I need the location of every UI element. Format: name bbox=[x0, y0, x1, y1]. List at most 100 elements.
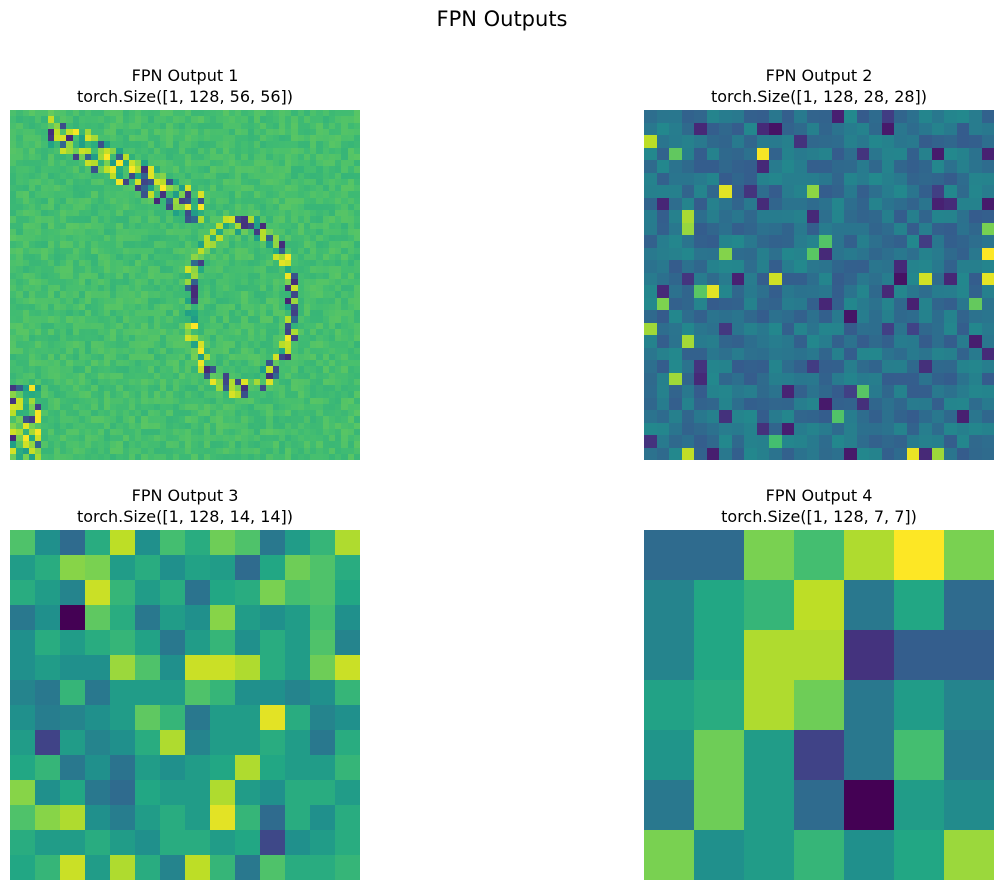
heatmap-cell bbox=[316, 116, 323, 123]
heatmap-cell bbox=[10, 222, 17, 229]
heatmap-cell bbox=[341, 453, 348, 460]
heatmap-cell bbox=[831, 210, 844, 223]
heatmap-cell bbox=[316, 428, 323, 435]
heatmap-cell bbox=[216, 435, 223, 442]
heatmap-cell bbox=[166, 241, 173, 248]
heatmap-cell bbox=[197, 160, 204, 167]
heatmap-cell bbox=[141, 241, 148, 248]
heatmap-cell bbox=[285, 153, 292, 160]
heatmap-cell bbox=[756, 447, 769, 460]
heatmap-cell bbox=[141, 391, 148, 398]
heatmap-cell bbox=[919, 247, 932, 260]
heatmap-cell bbox=[969, 247, 982, 260]
heatmap-cell bbox=[260, 805, 285, 830]
heatmap-cell bbox=[185, 397, 192, 404]
heatmap-cell bbox=[341, 372, 348, 379]
heatmap-cell bbox=[22, 185, 29, 192]
heatmap-cell bbox=[291, 341, 298, 348]
heatmap-cell bbox=[266, 247, 273, 254]
heatmap-cell bbox=[41, 378, 48, 385]
heatmap-cell bbox=[794, 172, 807, 185]
heatmap-cell bbox=[103, 447, 110, 454]
heatmap-cell bbox=[681, 222, 694, 235]
heatmap-cell bbox=[47, 260, 54, 267]
heatmap-cell bbox=[347, 210, 354, 217]
heatmap-cell bbox=[153, 341, 160, 348]
heatmap-cell bbox=[22, 210, 29, 217]
heatmap-cell bbox=[122, 441, 129, 448]
heatmap-cell bbox=[253, 116, 260, 123]
heatmap-cell bbox=[185, 830, 210, 855]
heatmap-cell bbox=[110, 397, 117, 404]
heatmap-cell bbox=[241, 385, 248, 392]
heatmap-cell bbox=[844, 122, 857, 135]
heatmap-fpn-output-2 bbox=[644, 110, 994, 460]
heatmap-cell bbox=[72, 291, 79, 298]
heatmap-cell bbox=[28, 297, 35, 304]
heatmap-cell bbox=[844, 347, 857, 360]
heatmap-cell bbox=[316, 166, 323, 173]
heatmap-cell bbox=[191, 441, 198, 448]
heatmap-cell bbox=[210, 153, 217, 160]
heatmap-cell bbox=[831, 172, 844, 185]
heatmap-cell bbox=[66, 147, 73, 154]
heatmap-cell bbox=[303, 385, 310, 392]
heatmap-cell bbox=[806, 160, 819, 173]
heatmap-cell bbox=[228, 335, 235, 342]
heatmap-cell bbox=[819, 335, 832, 348]
heatmap-cell bbox=[166, 203, 173, 210]
heatmap-cell bbox=[10, 730, 35, 755]
heatmap-cell bbox=[819, 185, 832, 198]
heatmap-cell bbox=[656, 197, 669, 210]
heatmap-cell bbox=[16, 291, 23, 298]
heatmap-cell bbox=[147, 141, 154, 148]
heatmap-cell bbox=[122, 378, 129, 385]
heatmap-cell bbox=[328, 453, 335, 460]
heatmap-cell bbox=[172, 135, 179, 142]
heatmap-cell bbox=[128, 347, 135, 354]
heatmap-cell bbox=[110, 235, 117, 242]
heatmap-cell bbox=[731, 297, 744, 310]
heatmap-cell bbox=[41, 247, 48, 254]
heatmap-cell bbox=[322, 166, 329, 173]
heatmap-cell bbox=[122, 272, 129, 279]
heatmap-cell bbox=[122, 278, 129, 285]
heatmap-cell bbox=[769, 272, 782, 285]
heatmap-cell bbox=[260, 428, 267, 435]
heatmap-cell bbox=[210, 178, 217, 185]
heatmap-cell bbox=[203, 328, 210, 335]
heatmap-cell bbox=[153, 378, 160, 385]
heatmap-cell bbox=[85, 353, 92, 360]
heatmap-cell bbox=[47, 416, 54, 423]
heatmap-cell bbox=[291, 303, 298, 310]
heatmap-cell bbox=[110, 272, 117, 279]
heatmap-cell bbox=[235, 297, 242, 304]
heatmap-cell bbox=[85, 216, 92, 223]
heatmap-cell bbox=[278, 291, 285, 298]
heatmap-cell bbox=[97, 141, 104, 148]
heatmap-cell bbox=[16, 441, 23, 448]
heatmap-cell bbox=[297, 235, 304, 242]
heatmap-cell bbox=[981, 385, 994, 398]
heatmap-cell bbox=[719, 322, 732, 335]
heatmap-cell bbox=[222, 297, 229, 304]
heatmap-cell bbox=[91, 178, 98, 185]
heatmap-cell bbox=[41, 253, 48, 260]
heatmap-cell bbox=[931, 360, 944, 373]
heatmap-cell bbox=[794, 122, 807, 135]
heatmap-cell bbox=[135, 266, 142, 273]
heatmap-cell bbox=[210, 260, 217, 267]
heatmap-cell bbox=[241, 291, 248, 298]
heatmap-cell bbox=[310, 385, 317, 392]
heatmap-cell bbox=[147, 266, 154, 273]
heatmap-cell bbox=[97, 241, 104, 248]
heatmap-cell bbox=[160, 266, 167, 273]
heatmap-cell bbox=[147, 135, 154, 142]
heatmap-cell bbox=[72, 441, 79, 448]
heatmap-cell bbox=[110, 655, 135, 680]
heatmap-cell bbox=[141, 385, 148, 392]
heatmap-cell bbox=[944, 630, 994, 680]
heatmap-cell bbox=[322, 285, 329, 292]
heatmap-cell bbox=[272, 160, 279, 167]
heatmap-cell bbox=[235, 241, 242, 248]
